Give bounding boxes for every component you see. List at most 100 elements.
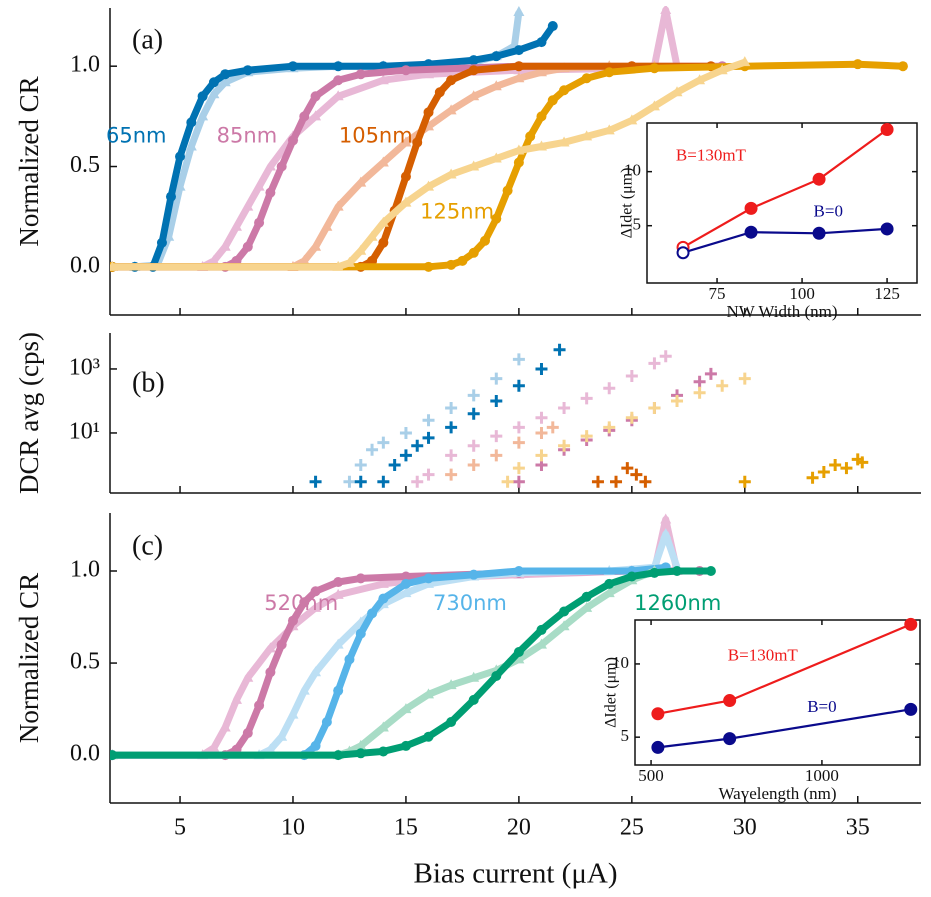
point: [298, 684, 310, 695]
point: [332, 588, 344, 599]
point: [242, 65, 253, 76]
point: [445, 449, 458, 462]
point: [367, 608, 378, 619]
point: [333, 750, 344, 761]
y-tick-label: 10: [624, 161, 641, 180]
point: [581, 130, 593, 141]
point: [535, 411, 548, 424]
x-tick-label: 15: [394, 815, 418, 841]
y-tick-label: 0.5: [70, 152, 100, 178]
point: [513, 61, 524, 72]
y-tick-label: 0.0: [70, 741, 100, 767]
point: [501, 475, 514, 488]
point: [242, 671, 254, 682]
point: [423, 688, 435, 699]
point: [513, 653, 525, 664]
point: [378, 593, 389, 604]
point: [535, 638, 547, 649]
point: [287, 615, 298, 626]
point: [445, 421, 458, 434]
x-tick-label: 5: [174, 815, 186, 841]
point: [175, 151, 186, 162]
point: [716, 379, 729, 392]
point: [400, 171, 411, 182]
point: [366, 443, 379, 456]
point: [355, 176, 367, 187]
point: [467, 439, 480, 452]
series-label: 1260nm: [634, 591, 721, 615]
point: [332, 200, 344, 211]
inset: 500 1000 5 10 B=130mT B=0 ΔIdet (μm) Wavelength…: [603, 617, 921, 803]
point: [422, 468, 435, 481]
point: [208, 77, 219, 88]
point: [422, 431, 435, 444]
point: [558, 136, 570, 147]
point: [559, 85, 570, 96]
point: [366, 230, 378, 241]
point: [512, 379, 525, 392]
point: [603, 382, 616, 395]
point: [185, 140, 197, 151]
point: [651, 740, 665, 754]
point: [242, 241, 253, 252]
x-tick-label: 10: [281, 815, 305, 841]
series-label: 730nm: [433, 591, 507, 615]
point: [536, 111, 547, 122]
point: [399, 449, 412, 462]
point: [480, 235, 491, 246]
point: [806, 471, 819, 484]
point: [468, 55, 479, 66]
point: [265, 187, 276, 198]
inset-background: [634, 619, 921, 766]
series-label: B=130mT: [728, 646, 799, 665]
point: [354, 475, 367, 488]
point: [829, 458, 842, 471]
point: [378, 746, 389, 757]
x-tick-label: 125: [874, 284, 900, 303]
point: [817, 466, 830, 479]
x-axis-label: Wavelength (nm): [718, 784, 836, 803]
series-label: 65nm: [106, 123, 167, 147]
y-tick-label: 10: [612, 653, 629, 672]
point: [525, 131, 536, 142]
panel: 10¹ 10³ (b) DCR avg (cps): [14, 332, 921, 494]
point: [445, 104, 457, 115]
point: [310, 91, 321, 102]
point: [355, 573, 366, 584]
point: [388, 458, 401, 471]
series-label: 105nm: [339, 123, 413, 147]
x-tick-label: 25: [620, 815, 644, 841]
point: [310, 110, 322, 121]
point: [110, 750, 118, 761]
point: [513, 72, 525, 83]
point: [298, 254, 310, 265]
point: [513, 144, 525, 155]
point: [355, 628, 366, 639]
point: [904, 702, 918, 716]
point: [512, 421, 525, 434]
point: [287, 708, 299, 719]
point: [603, 421, 616, 434]
point: [490, 394, 503, 407]
y-tick-label: 10¹: [69, 418, 100, 444]
point: [659, 350, 672, 363]
point: [558, 439, 571, 452]
point: [219, 76, 231, 87]
point: [671, 394, 684, 407]
point: [648, 357, 661, 370]
point: [377, 475, 390, 488]
inset: 75 100 125 5 10 B=130mT B=0 ΔIdet (μm) NW Width …: [619, 122, 918, 321]
point: [186, 117, 197, 128]
point: [377, 721, 389, 732]
point: [580, 430, 593, 443]
series-label: B=130mT: [676, 145, 747, 164]
point: [512, 475, 525, 488]
point: [672, 566, 683, 576]
point: [468, 671, 480, 682]
inset-background: [646, 122, 918, 284]
point: [333, 61, 344, 72]
point: [535, 426, 548, 439]
point: [705, 566, 716, 576]
point: [423, 68, 435, 79]
